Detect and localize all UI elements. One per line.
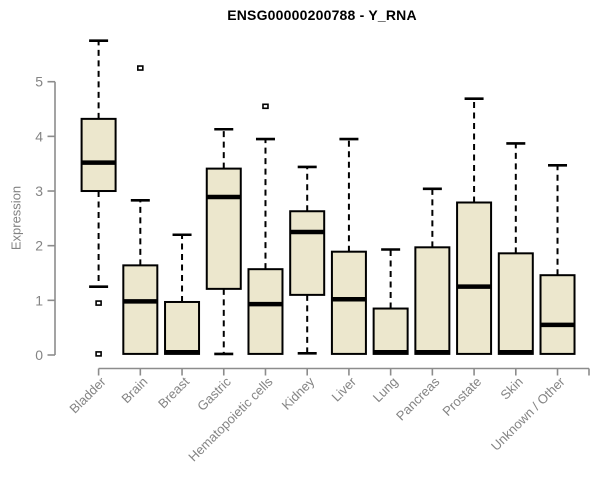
x-tick-label: Bladder — [66, 374, 109, 417]
box-group — [414, 187, 451, 355]
box-rect — [205, 167, 242, 290]
y-tick-label: 2 — [35, 238, 43, 254]
box-group — [497, 142, 534, 355]
box-rect — [122, 264, 159, 355]
y-tick-label: 5 — [35, 74, 43, 90]
box-group — [372, 248, 409, 355]
box-group — [456, 97, 493, 355]
chart-title: ENSG00000200788 - Y_RNA — [227, 7, 417, 23]
box-group — [164, 233, 201, 355]
outlier-point — [95, 351, 102, 357]
box-group — [205, 127, 242, 356]
y-tick-label: 4 — [35, 128, 43, 144]
box-rect — [164, 300, 201, 355]
x-tick-label: Breast — [155, 374, 192, 411]
y-tick-label: 3 — [35, 183, 43, 199]
box-group — [330, 137, 367, 355]
box-rect — [330, 250, 367, 355]
y-axis: 0 1 2 3 4 5 — [35, 74, 56, 363]
x-tick-label: Kidney — [279, 374, 318, 413]
x-tick-label: Unknown / Other — [488, 374, 568, 454]
x-tick-label: Pancreas — [393, 374, 443, 424]
box-rect — [289, 210, 326, 296]
box-rect — [414, 246, 451, 355]
outlier-point — [95, 300, 102, 306]
box-group — [80, 39, 117, 357]
box-rect — [80, 117, 117, 193]
box-rect — [456, 201, 493, 355]
y-tick-label: 0 — [35, 347, 43, 363]
box-group — [122, 65, 159, 355]
box-rect — [372, 307, 409, 355]
outlier-point — [137, 65, 144, 71]
box-rect — [497, 252, 534, 355]
x-tick-label: Liver — [329, 374, 360, 405]
x-tick-label: Lung — [370, 374, 401, 405]
y-tick-label: 1 — [35, 292, 43, 308]
box-group — [247, 103, 284, 355]
box-group — [539, 164, 576, 355]
box-rect — [247, 268, 284, 355]
x-tick-label: Gastric — [194, 374, 234, 414]
outlier-point — [262, 103, 269, 110]
box-rect — [539, 274, 576, 355]
x-tick-label: Skin — [497, 374, 525, 402]
x-tick-label: Prostate — [439, 374, 484, 419]
x-tick-label: Brain — [118, 374, 150, 406]
box-group — [289, 165, 326, 355]
